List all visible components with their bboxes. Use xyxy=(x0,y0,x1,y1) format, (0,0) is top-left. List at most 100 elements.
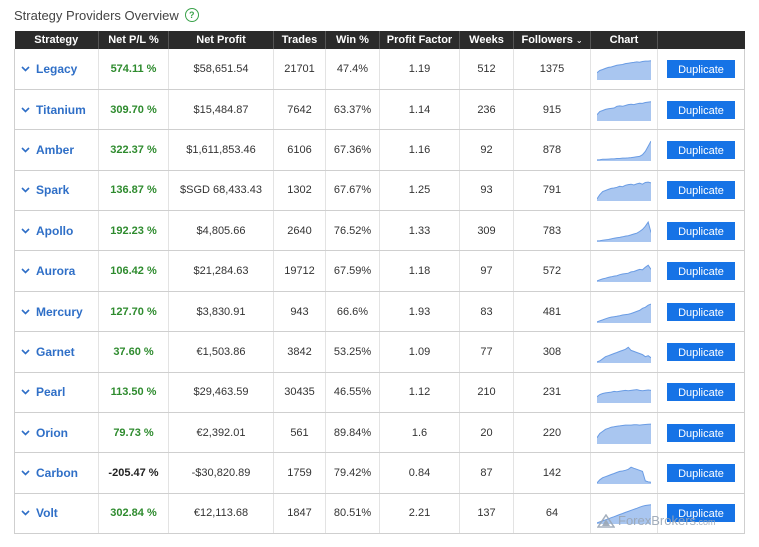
duplicate-button[interactable]: Duplicate xyxy=(667,464,735,483)
followers-cell: 572 xyxy=(513,250,591,292)
chart-cell xyxy=(590,331,658,373)
strategy-name-link[interactable]: Mercury xyxy=(36,304,83,319)
strategy-cell[interactable]: Aurora xyxy=(14,250,99,292)
strategy-cell[interactable]: Carbon xyxy=(14,452,99,494)
strategy-cell[interactable]: Pearl xyxy=(14,372,99,414)
weeks-cell: 512 xyxy=(459,49,514,90)
col-strategy[interactable]: Strategy xyxy=(14,31,99,49)
chevron-down-icon[interactable] xyxy=(21,228,30,234)
strategy-cell[interactable]: Spark xyxy=(14,170,99,212)
strategy-name-link[interactable]: Apollo xyxy=(36,223,74,238)
profit-factor-cell: 2.21 xyxy=(379,493,460,535)
col-followers-label: Followers xyxy=(521,34,573,46)
duplicate-button[interactable]: Duplicate xyxy=(667,342,735,361)
strategy-name-link[interactable]: Garnet xyxy=(36,344,75,359)
weeks-cell: 210 xyxy=(459,372,514,414)
strategy-name-link[interactable]: Legacy xyxy=(36,61,78,76)
sparkline-area xyxy=(597,60,651,80)
weeks-cell: 137 xyxy=(459,493,514,535)
strategy-name-link[interactable]: Carbon xyxy=(36,466,78,481)
net-pl-value: 574.11 % xyxy=(110,62,157,75)
net-profit-cell: $29,463.59 xyxy=(168,372,274,414)
help-icon[interactable]: ? xyxy=(184,8,199,22)
trades-cell: 943 xyxy=(273,291,326,333)
chevron-down-icon[interactable] xyxy=(21,510,30,517)
chevron-down-icon[interactable] xyxy=(21,430,30,436)
strategy-cell[interactable]: Volt xyxy=(14,493,99,535)
chart-cell xyxy=(590,372,658,414)
chevron-down-icon[interactable] xyxy=(21,66,30,72)
col-weeks[interactable]: Weeks xyxy=(459,31,514,49)
strategy-cell[interactable]: Mercury xyxy=(14,291,99,333)
sparkline-chart xyxy=(597,466,651,485)
col-net-profit[interactable]: Net Profit xyxy=(168,31,274,49)
strategy-name-link[interactable]: Pearl xyxy=(36,385,66,400)
strategy-cell[interactable]: Apollo xyxy=(14,210,99,252)
sort-down-icon: ⌄ xyxy=(575,36,583,45)
strategy-name-link[interactable]: Volt xyxy=(36,506,58,521)
strategy-name-link[interactable]: Aurora xyxy=(36,264,76,279)
strategy-cell[interactable]: Orion xyxy=(14,412,99,454)
followers-cell: 783 xyxy=(513,210,591,252)
col-net-pl[interactable]: Net P/L % xyxy=(98,31,169,49)
duplicate-button[interactable]: Duplicate xyxy=(667,140,735,159)
trades-cell: 6106 xyxy=(273,129,326,171)
action-cell: Duplicate xyxy=(657,372,745,414)
followers-cell: 915 xyxy=(513,89,591,131)
strategy-name-link[interactable]: Amber xyxy=(36,142,75,157)
chevron-down-icon[interactable] xyxy=(21,308,30,315)
strategy-cell[interactable]: Amber xyxy=(14,129,99,171)
duplicate-button[interactable]: Duplicate xyxy=(667,262,735,281)
col-win[interactable]: Win % xyxy=(325,31,380,49)
strategy-cell[interactable]: Garnet xyxy=(14,331,99,373)
chevron-down-icon[interactable] xyxy=(21,107,30,113)
chevron-down-icon[interactable] xyxy=(21,147,30,153)
chevron-down-icon[interactable] xyxy=(21,470,30,476)
profit-factor-cell: 1.18 xyxy=(379,250,460,292)
chart-cell xyxy=(590,412,658,454)
chevron-down-icon[interactable] xyxy=(21,349,30,355)
sparkline-line xyxy=(597,346,651,363)
trades-cell: 561 xyxy=(273,412,326,454)
followers-cell: 481 xyxy=(513,291,591,333)
duplicate-button[interactable]: Duplicate xyxy=(667,423,735,442)
watermark-suffix: .com xyxy=(696,517,716,527)
trades-cell: 3842 xyxy=(273,331,326,373)
col-profit-factor[interactable]: Profit Factor xyxy=(379,31,460,49)
action-cell: Duplicate xyxy=(657,250,745,292)
duplicate-button[interactable]: Duplicate xyxy=(667,59,735,78)
table-row: Spark 136.87 % $SGD 68,433.43 1302 67.67… xyxy=(14,170,745,212)
duplicate-button[interactable]: Duplicate xyxy=(667,383,735,402)
table-row: Legacy 574.11 % $58,651.54 21701 47.4% 1… xyxy=(14,49,745,90)
net-pl-cell: 574.11 % xyxy=(98,49,169,90)
duplicate-button[interactable]: Duplicate xyxy=(667,181,735,200)
chevron-down-icon[interactable] xyxy=(21,268,30,274)
chevron-down-icon[interactable] xyxy=(21,187,30,193)
chart-cell xyxy=(590,210,658,252)
sparkline-area xyxy=(597,221,651,242)
strategy-name-link[interactable]: Spark xyxy=(36,183,70,198)
col-followers[interactable]: Followers ⌄ xyxy=(513,31,591,49)
win-cell: 53.25% xyxy=(325,331,380,373)
chevron-down-icon[interactable] xyxy=(21,389,30,395)
win-cell: 76.52% xyxy=(325,210,380,252)
duplicate-button[interactable]: Duplicate xyxy=(667,504,735,523)
strategy-name-link[interactable]: Titanium xyxy=(36,102,86,117)
strategy-cell[interactable]: Legacy xyxy=(14,49,99,90)
chart-cell xyxy=(590,129,658,171)
watermark-text: ForexBrokers xyxy=(618,513,697,528)
weeks-cell: 93 xyxy=(459,170,514,212)
profit-factor-cell: 1.19 xyxy=(379,49,460,90)
strategy-name-link[interactable]: Orion xyxy=(36,425,68,440)
strategy-cell[interactable]: Titanium xyxy=(14,89,99,131)
col-trades[interactable]: Trades xyxy=(273,31,326,49)
duplicate-button[interactable]: Duplicate xyxy=(667,100,735,119)
duplicate-button[interactable]: Duplicate xyxy=(667,302,735,321)
profit-factor-cell: 1.09 xyxy=(379,331,460,373)
action-cell: Duplicate xyxy=(657,452,745,494)
net-pl-cell: 79.73 % xyxy=(98,412,169,454)
duplicate-button[interactable]: Duplicate xyxy=(667,221,735,240)
page-header: Strategy Providers Overview ? xyxy=(14,6,199,24)
sparkline-line xyxy=(597,60,651,74)
net-pl-value: 322.37 % xyxy=(110,143,157,156)
